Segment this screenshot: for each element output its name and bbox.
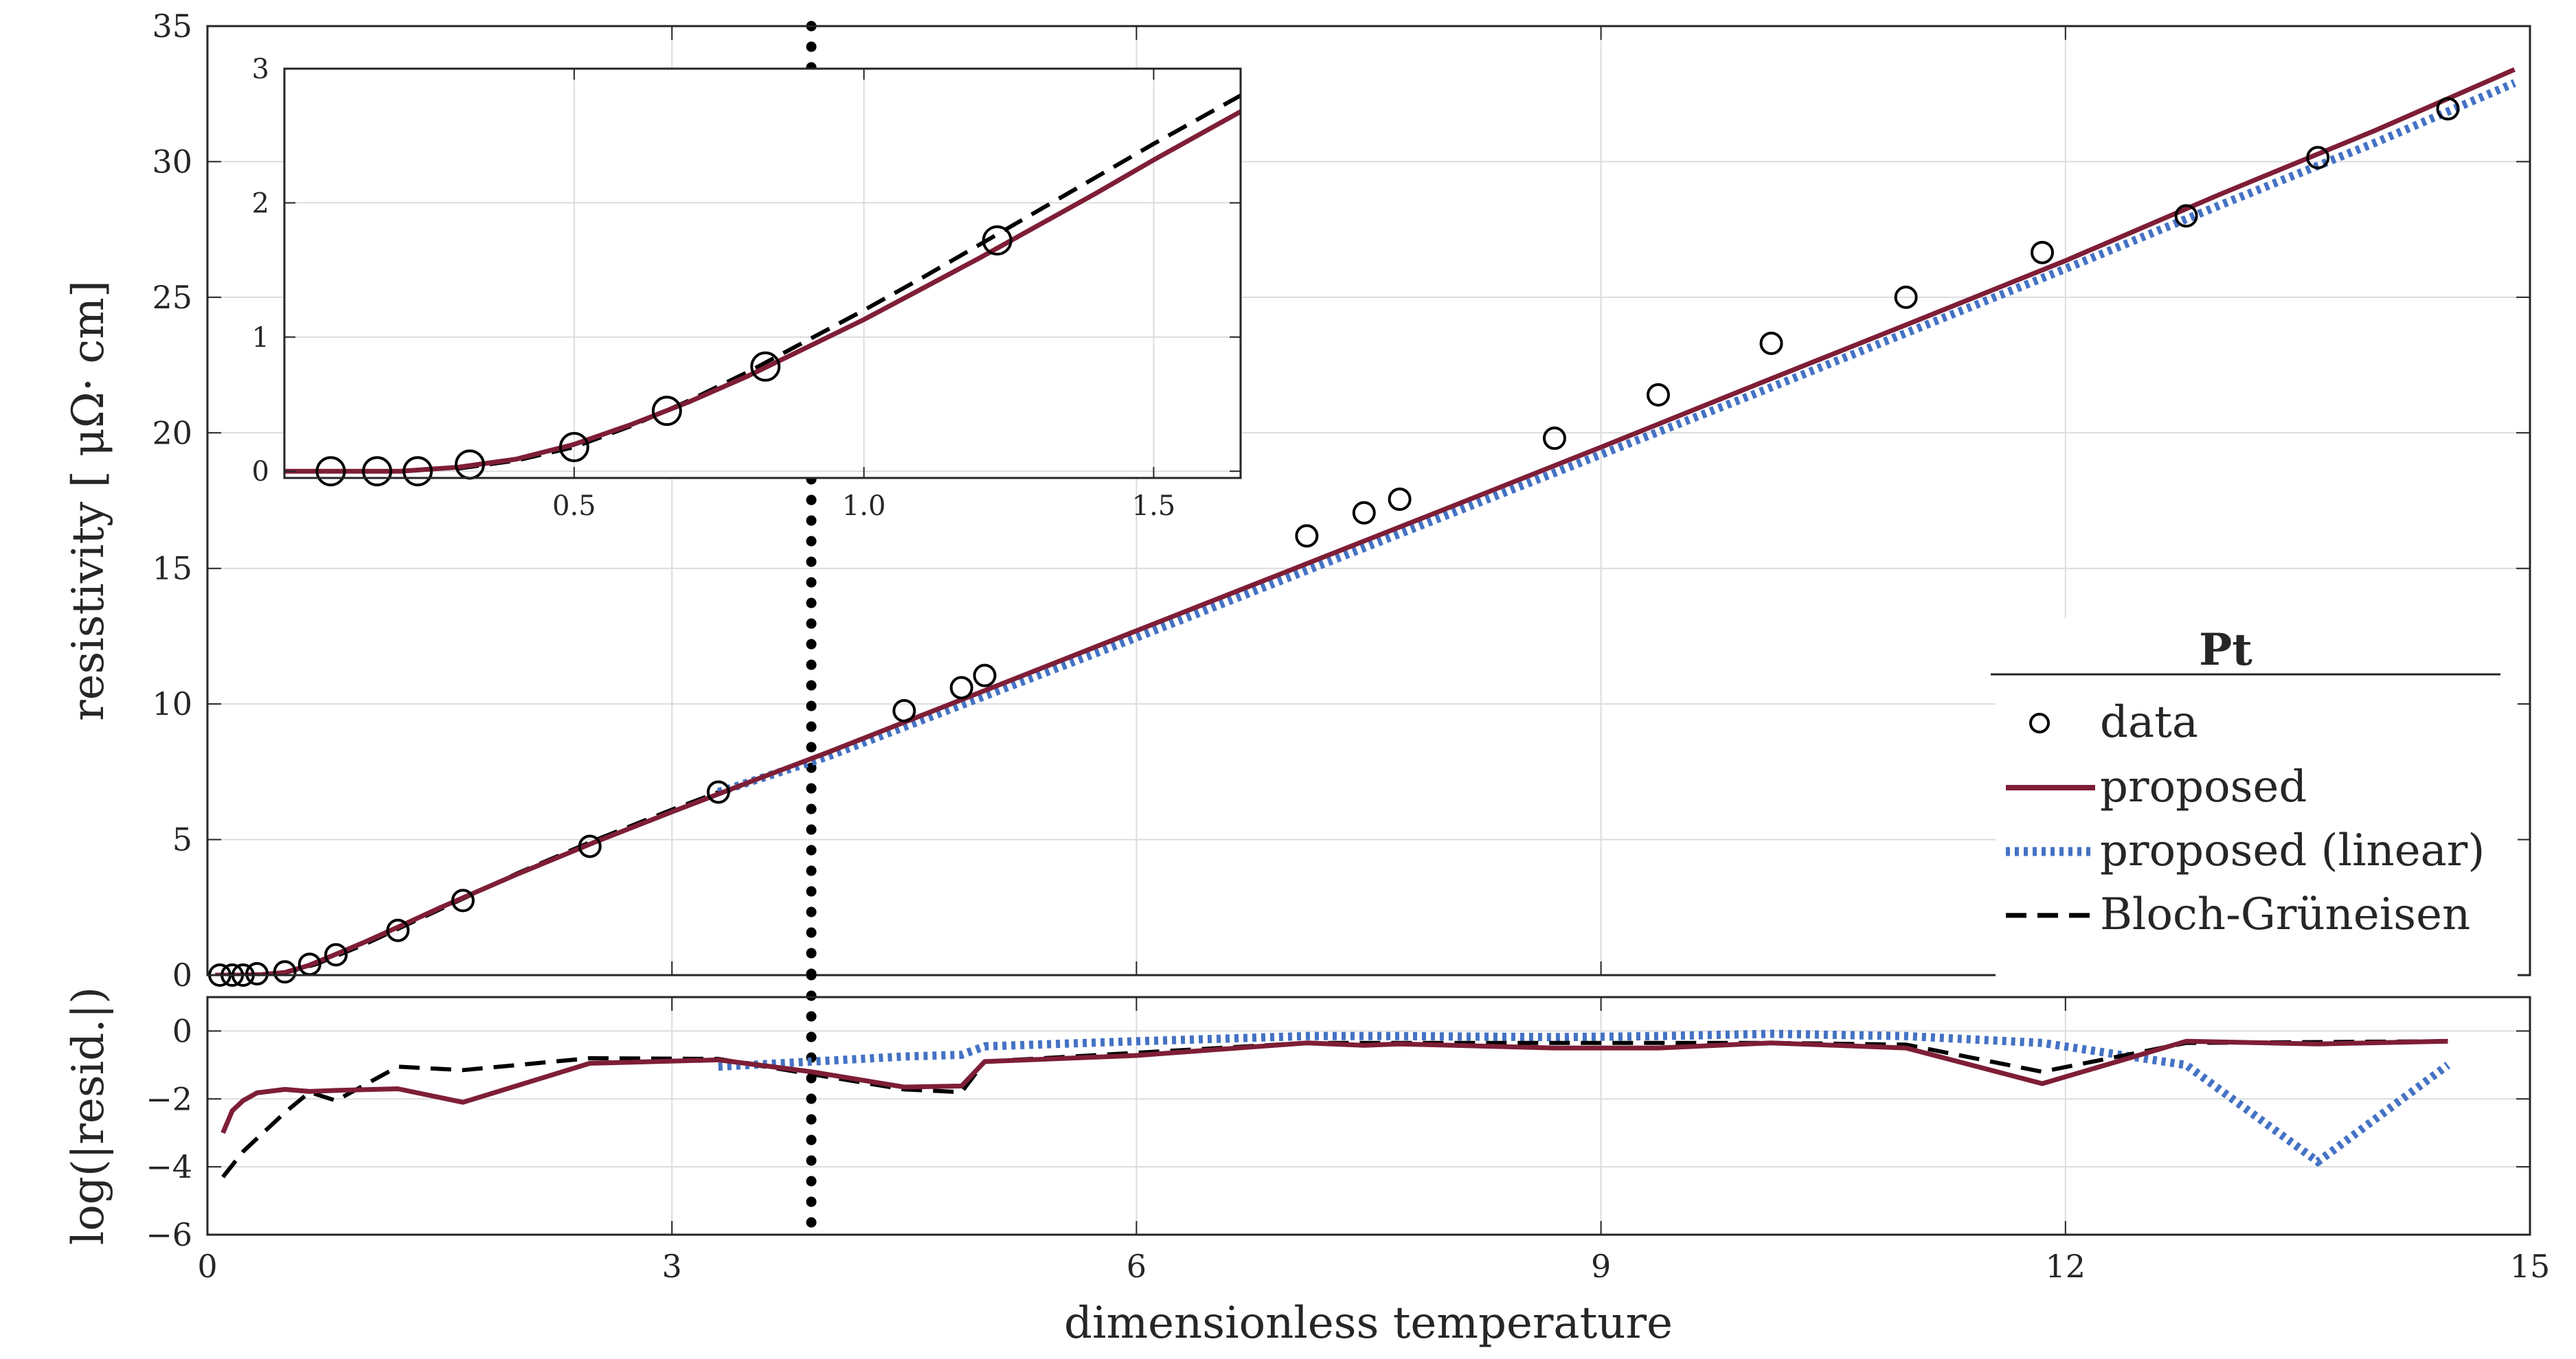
resid-y-tick-label: 0 bbox=[172, 1012, 192, 1049]
inset-data-point bbox=[403, 456, 433, 487]
legend-entry-bloch: Bloch-Grüneisen bbox=[2100, 889, 2470, 940]
main-y-tick-label: 15 bbox=[152, 550, 192, 587]
legend-entry-data: data bbox=[2100, 697, 2198, 748]
inset-data-point bbox=[750, 351, 781, 382]
main-data-point bbox=[386, 918, 410, 942]
residual-axes-box bbox=[206, 996, 2531, 1236]
inset-series-line-proposed bbox=[284, 109, 1241, 474]
main-data-point bbox=[451, 889, 475, 913]
inset-data-point bbox=[315, 456, 346, 487]
main-data-point bbox=[706, 780, 730, 804]
main-data-point bbox=[245, 962, 269, 986]
legend-data-marker bbox=[2029, 713, 2050, 733]
resid-y-tick-label: −4 bbox=[146, 1148, 192, 1185]
inset-background bbox=[284, 69, 1241, 478]
main-y-tick-label: 20 bbox=[152, 414, 192, 451]
inset-data-point bbox=[361, 456, 392, 487]
resid-x-tick-label: 0 bbox=[197, 1248, 217, 1285]
main-y-tick-label: 25 bbox=[152, 279, 192, 316]
resid-x-tick-label: 9 bbox=[1591, 1248, 1611, 1285]
resid-x-tick-label: 3 bbox=[662, 1248, 682, 1285]
residual-series-group bbox=[221, 1029, 2451, 1178]
inset-y-tick-label: 3 bbox=[252, 54, 269, 85]
main-y-tick-label: 0 bbox=[172, 957, 192, 994]
inset-x-tick-label: 1.5 bbox=[1132, 490, 1176, 522]
residual-tick-labels: 0 3 6 9 12 15 0 −2 −4 −6 bbox=[146, 997, 2550, 1285]
main-data-point bbox=[1542, 426, 1566, 450]
resid-x-tick-label: 15 bbox=[2510, 1248, 2551, 1285]
legend: Pt data proposed proposed (linear) Bloch… bbox=[1991, 618, 2518, 982]
main-y-tick-label: 10 bbox=[152, 685, 192, 722]
residual-plot-panel: 0 3 6 9 12 15 0 −2 −4 −6 log(|resid.|) dimensionl… bbox=[63, 970, 2550, 1349]
inset-data-point bbox=[558, 432, 589, 463]
main-data-point bbox=[1894, 285, 1918, 309]
inset-x-tick-label: 1.0 bbox=[842, 490, 886, 522]
main-series-line-proposed bbox=[215, 67, 2516, 975]
inset-tick-labels: 0.5 1.0 1.5 0 1 2 3 bbox=[252, 54, 1241, 522]
inset-y-tick-label: 2 bbox=[252, 187, 269, 219]
main-y-tick-label: 35 bbox=[152, 8, 192, 45]
main-data-point bbox=[1759, 331, 1783, 355]
main-data-point bbox=[1646, 383, 1670, 407]
main-data-point bbox=[2030, 240, 2054, 264]
legend-entry-proposed: proposed bbox=[2100, 762, 2307, 812]
legend-entry-proposed-linear: proposed (linear) bbox=[2100, 825, 2485, 876]
main-data-point bbox=[578, 834, 602, 858]
main-data-point bbox=[1388, 488, 1412, 512]
resid-x-tick-label: 6 bbox=[1127, 1248, 1146, 1285]
inset-data-point bbox=[651, 396, 682, 426]
main-data-point bbox=[973, 663, 997, 687]
inset-y-tick-label: 1 bbox=[252, 322, 269, 354]
main-data-point bbox=[273, 960, 297, 984]
main-data-point bbox=[949, 676, 973, 700]
main-data-point bbox=[2306, 146, 2330, 170]
main-data-point bbox=[892, 699, 916, 723]
resid-series-line-proposed-linear bbox=[718, 1029, 2451, 1167]
inset-axes-box bbox=[283, 67, 1242, 479]
inset-data-point bbox=[982, 225, 1013, 256]
inset-series-group bbox=[284, 93, 1241, 487]
main-data-point bbox=[2436, 97, 2460, 121]
resid-y-tick-label: −2 bbox=[146, 1080, 192, 1117]
legend-background bbox=[1996, 618, 2518, 982]
main-axes-box bbox=[206, 25, 2531, 977]
legend-title: Pt bbox=[2199, 624, 2252, 676]
main-y-tick-label: 5 bbox=[172, 821, 192, 858]
main-y-axis-label: resistivity [ μΩ· cm] bbox=[63, 280, 114, 721]
main-series-line-proposed-linear bbox=[716, 79, 2516, 797]
resid-y-tick-label: −6 bbox=[146, 1216, 192, 1253]
inset-x-tick-label: 0.5 bbox=[552, 490, 596, 522]
main-y-tick-label: 30 bbox=[152, 143, 192, 180]
inset-y-tick-label: 0 bbox=[252, 456, 269, 488]
main-data-point bbox=[1352, 501, 1376, 525]
residual-y-axis-label: log(|resid.|) bbox=[63, 987, 114, 1245]
main-series-group bbox=[208, 67, 2516, 987]
x-axis-label: dimensionless temperature bbox=[1064, 1298, 1673, 1349]
main-data-point bbox=[324, 943, 348, 967]
main-data-point bbox=[2174, 204, 2198, 228]
inset-plot-panel: 0.5 1.0 1.5 0 1 2 3 bbox=[252, 54, 1242, 522]
resid-x-tick-label: 12 bbox=[2046, 1248, 2086, 1285]
residual-grid bbox=[207, 997, 2530, 1235]
resid-series-line-proposed bbox=[221, 1038, 2448, 1134]
main-data-point bbox=[1295, 524, 1319, 548]
